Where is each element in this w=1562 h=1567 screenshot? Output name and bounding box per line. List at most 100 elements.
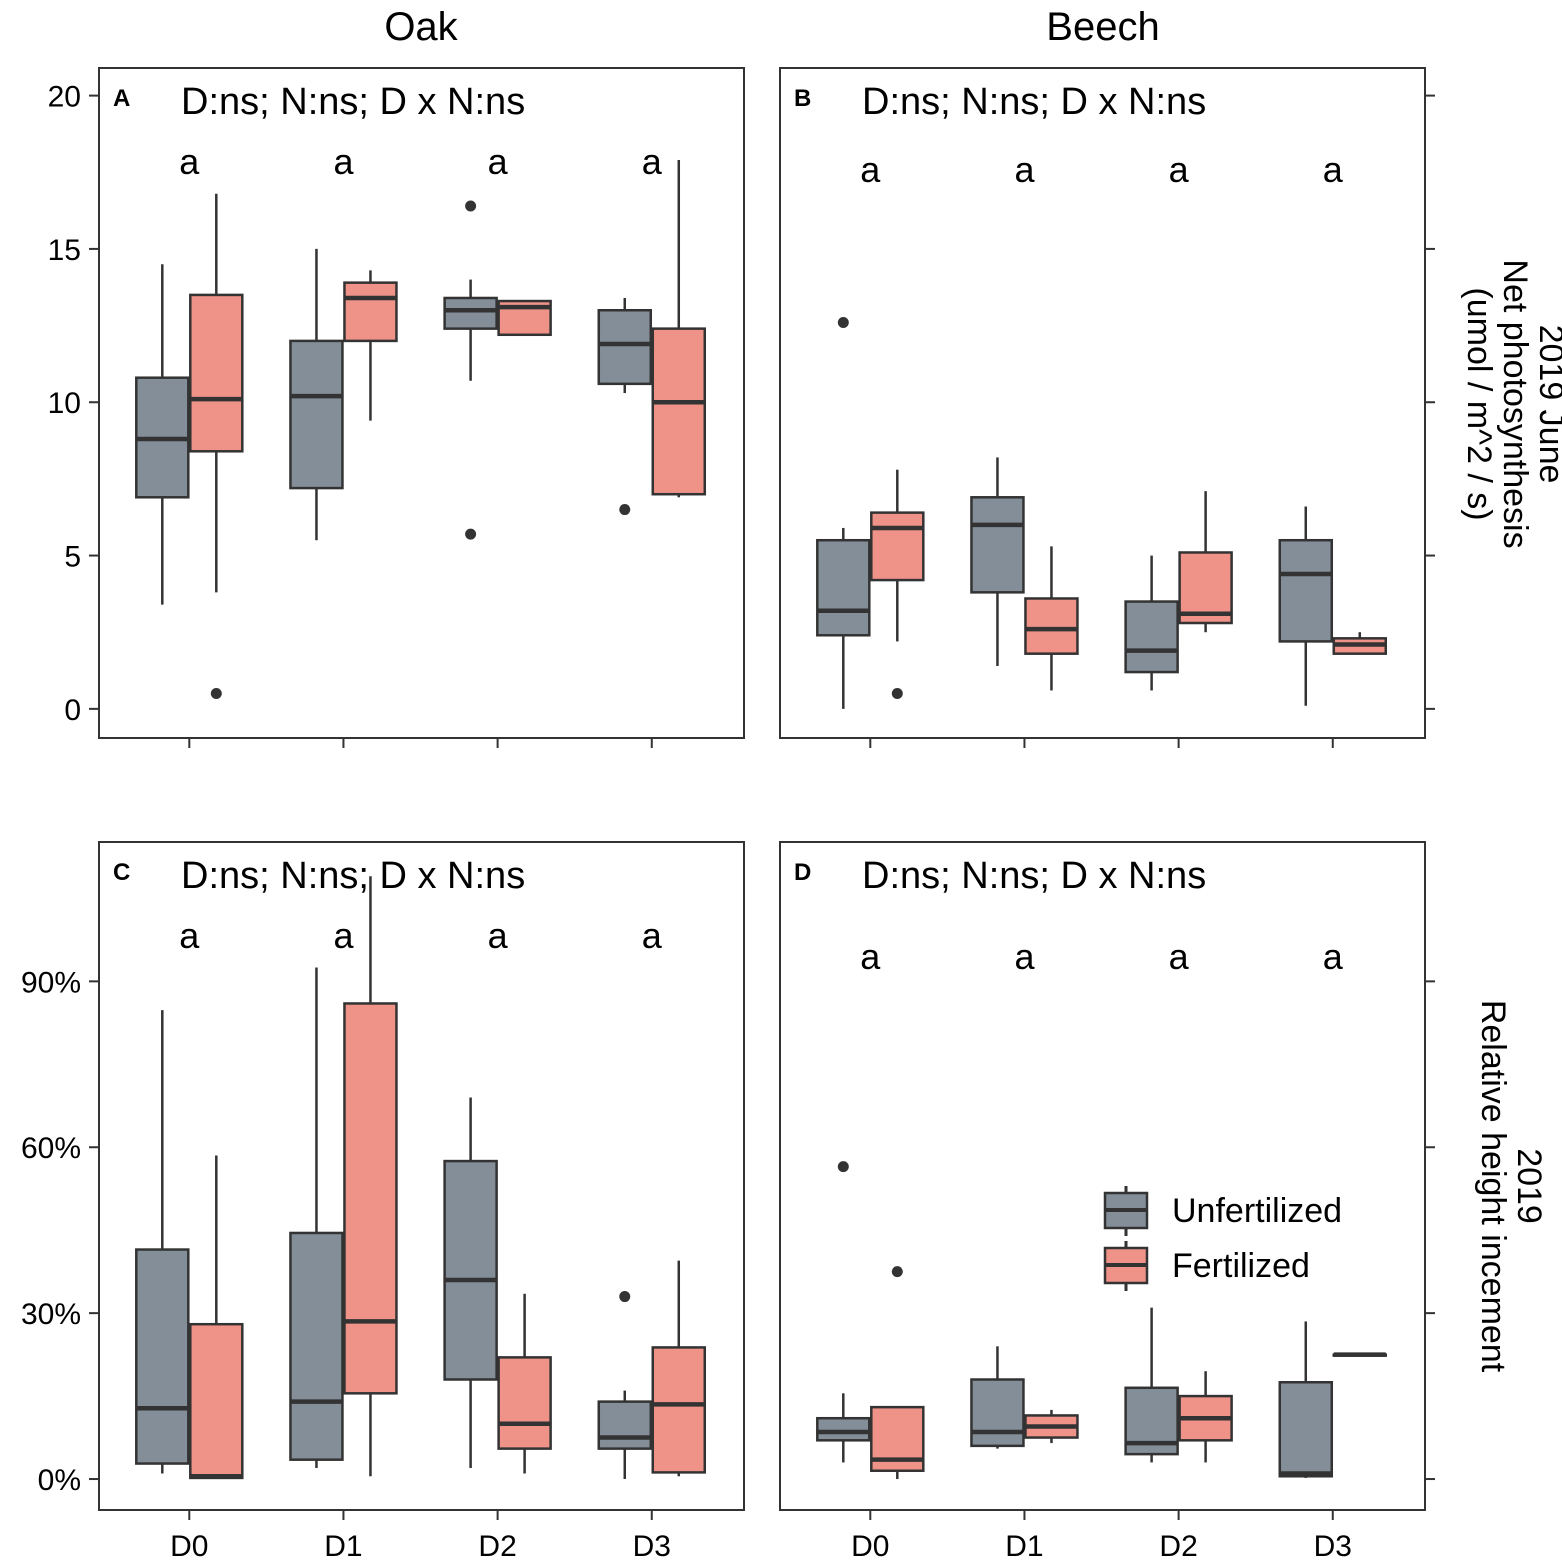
- box-fertilized-d0: [870, 1266, 925, 1480]
- panel-letter: D: [794, 859, 811, 886]
- x-tick-label-d3: D3: [1314, 1530, 1352, 1562]
- significance-letter: a: [860, 936, 881, 977]
- box-unfertilized-d3: [597, 297, 653, 516]
- panel-d-beech-height-increment: D0 a D1 a D2 a D3 a D D:ns; N:ns; D x N:ns: [779, 841, 1435, 1563]
- box-fertilized-d2: [1178, 1371, 1233, 1463]
- significance-letter: a: [642, 915, 663, 956]
- box-fertilized-d1: [1024, 1409, 1079, 1444]
- panel-c-oak-height-increment: 0% 30% 60% 90% D0 a D1 a D2 a D3 a C D:ns; N:ns; D x …: [21, 841, 745, 1563]
- box-unfertilized-d1: [289, 967, 344, 1468]
- significance-letter: a: [1014, 149, 1035, 190]
- box-unfertilized-d0: [816, 1161, 871, 1463]
- box-fertilized-d0: [189, 1155, 244, 1480]
- box-unfertilized-d2: [1124, 1307, 1179, 1463]
- outlier-point: [465, 528, 477, 540]
- column-title-beech: Beech: [1046, 5, 1159, 49]
- outlier-point: [837, 317, 849, 329]
- iqr-box: [497, 1356, 552, 1450]
- outlier-point: [465, 200, 477, 212]
- iqr-box: [597, 308, 653, 386]
- iqr-box: [816, 1416, 871, 1442]
- row-label-bottom-line-1: 2019: [1510, 1148, 1548, 1224]
- iqr-box: [289, 339, 344, 490]
- plot-frame: [779, 841, 1426, 1511]
- legend-key-fertilized: [1103, 1241, 1149, 1291]
- x-tick-label-d3: D3: [633, 1530, 671, 1562]
- anova-stats: D:ns; N:ns; D x N:ns: [862, 855, 1206, 897]
- box-unfertilized-d0: [135, 1010, 190, 1474]
- y-tick-label: 30%: [21, 1298, 81, 1331]
- box-unfertilized-d0: [135, 264, 190, 605]
- iqr-box: [289, 1231, 344, 1461]
- iqr-box: [343, 1002, 398, 1395]
- significance-letter: a: [488, 915, 509, 956]
- x-tick-label-d2: D2: [478, 1530, 516, 1562]
- box-unfertilized-d0: [816, 317, 871, 709]
- iqr-box: [1278, 538, 1334, 643]
- significance-letter: a: [1169, 936, 1190, 977]
- iqr-box: [651, 1346, 707, 1474]
- panel-letter: A: [113, 85, 130, 112]
- box-fertilized-d1: [343, 876, 398, 1477]
- box-fertilized-d3: [1332, 632, 1388, 655]
- legend-key-unfertilized: [1103, 1186, 1149, 1236]
- iqr-box: [1124, 600, 1179, 674]
- box-fertilized-d2: [1178, 491, 1233, 633]
- iqr-box: [135, 1248, 190, 1465]
- legend-label-fertilized: Fertilized: [1172, 1247, 1310, 1285]
- anova-stats: D:ns; N:ns; D x N:ns: [181, 81, 525, 123]
- iqr-box: [189, 1322, 244, 1480]
- iqr-box: [1278, 1381, 1334, 1478]
- iqr-box: [189, 293, 244, 453]
- box-unfertilized-d2: [443, 1097, 498, 1468]
- iqr-box: [443, 1159, 498, 1381]
- box-fertilized-d0: [189, 193, 244, 700]
- iqr-box: [343, 281, 398, 343]
- box-unfertilized-d3: [1278, 1321, 1334, 1478]
- significance-letter: a: [1323, 936, 1344, 977]
- significance-letter: a: [333, 141, 354, 182]
- row-label-height-increment: 2019 Relative height incement: [1474, 1000, 1548, 1373]
- iqr-box: [1178, 551, 1233, 625]
- significance-letter: a: [179, 141, 200, 182]
- panel-letter: B: [794, 85, 811, 112]
- legend: Unfertilized Fertilized: [1103, 1186, 1342, 1291]
- x-tick-label-d1: D1: [324, 1530, 362, 1562]
- box-fertilized-d3: [651, 1260, 707, 1477]
- box-fertilized-d2: [497, 299, 552, 337]
- y-tick-label: 90%: [21, 966, 81, 999]
- significance-letter: a: [333, 915, 354, 956]
- outlier-point: [837, 1161, 849, 1173]
- outlier-point: [891, 1266, 903, 1278]
- x-tick-label-d0: D0: [170, 1530, 208, 1562]
- y-tick-label: 60%: [21, 1132, 81, 1165]
- significance-letter: a: [488, 141, 509, 182]
- box-unfertilized-d3: [1278, 506, 1334, 706]
- iqr-box: [1024, 597, 1079, 655]
- x-tick-label-d2: D2: [1159, 1530, 1197, 1562]
- significance-letter: a: [1169, 149, 1190, 190]
- box-fertilized-d3: [1332, 1352, 1388, 1357]
- x-tick-label-d0: D0: [851, 1530, 889, 1562]
- box-unfertilized-d2: [443, 200, 498, 540]
- box-unfertilized-d1: [970, 457, 1025, 666]
- panel-a-oak-photosynthesis: 0 5 10 15 20 a a a a A D:ns; N:ns; D x N:ns: [48, 67, 745, 748]
- row-label-top-line-1: 2019 June: [1532, 325, 1562, 484]
- y-tick-label: 20: [48, 81, 81, 114]
- outlier-point: [891, 688, 903, 700]
- box-unfertilized-d2: [1124, 555, 1179, 691]
- iqr-box: [597, 1400, 653, 1450]
- box-fertilized-d0: [870, 469, 925, 700]
- iqr-box: [970, 496, 1025, 594]
- panel-letter: C: [113, 859, 130, 886]
- x-tick-label-d1: D1: [1005, 1530, 1043, 1562]
- anova-stats: D:ns; N:ns; D x N:ns: [862, 81, 1206, 123]
- significance-letter: a: [642, 141, 663, 182]
- outlier-point: [619, 1291, 631, 1303]
- anova-stats: D:ns; N:ns; D x N:ns: [181, 855, 525, 897]
- outlier-point: [210, 688, 222, 700]
- row-label-bottom-line-2: Relative height incement: [1474, 1000, 1512, 1373]
- significance-letter: a: [179, 915, 200, 956]
- significance-letter: a: [1323, 149, 1344, 190]
